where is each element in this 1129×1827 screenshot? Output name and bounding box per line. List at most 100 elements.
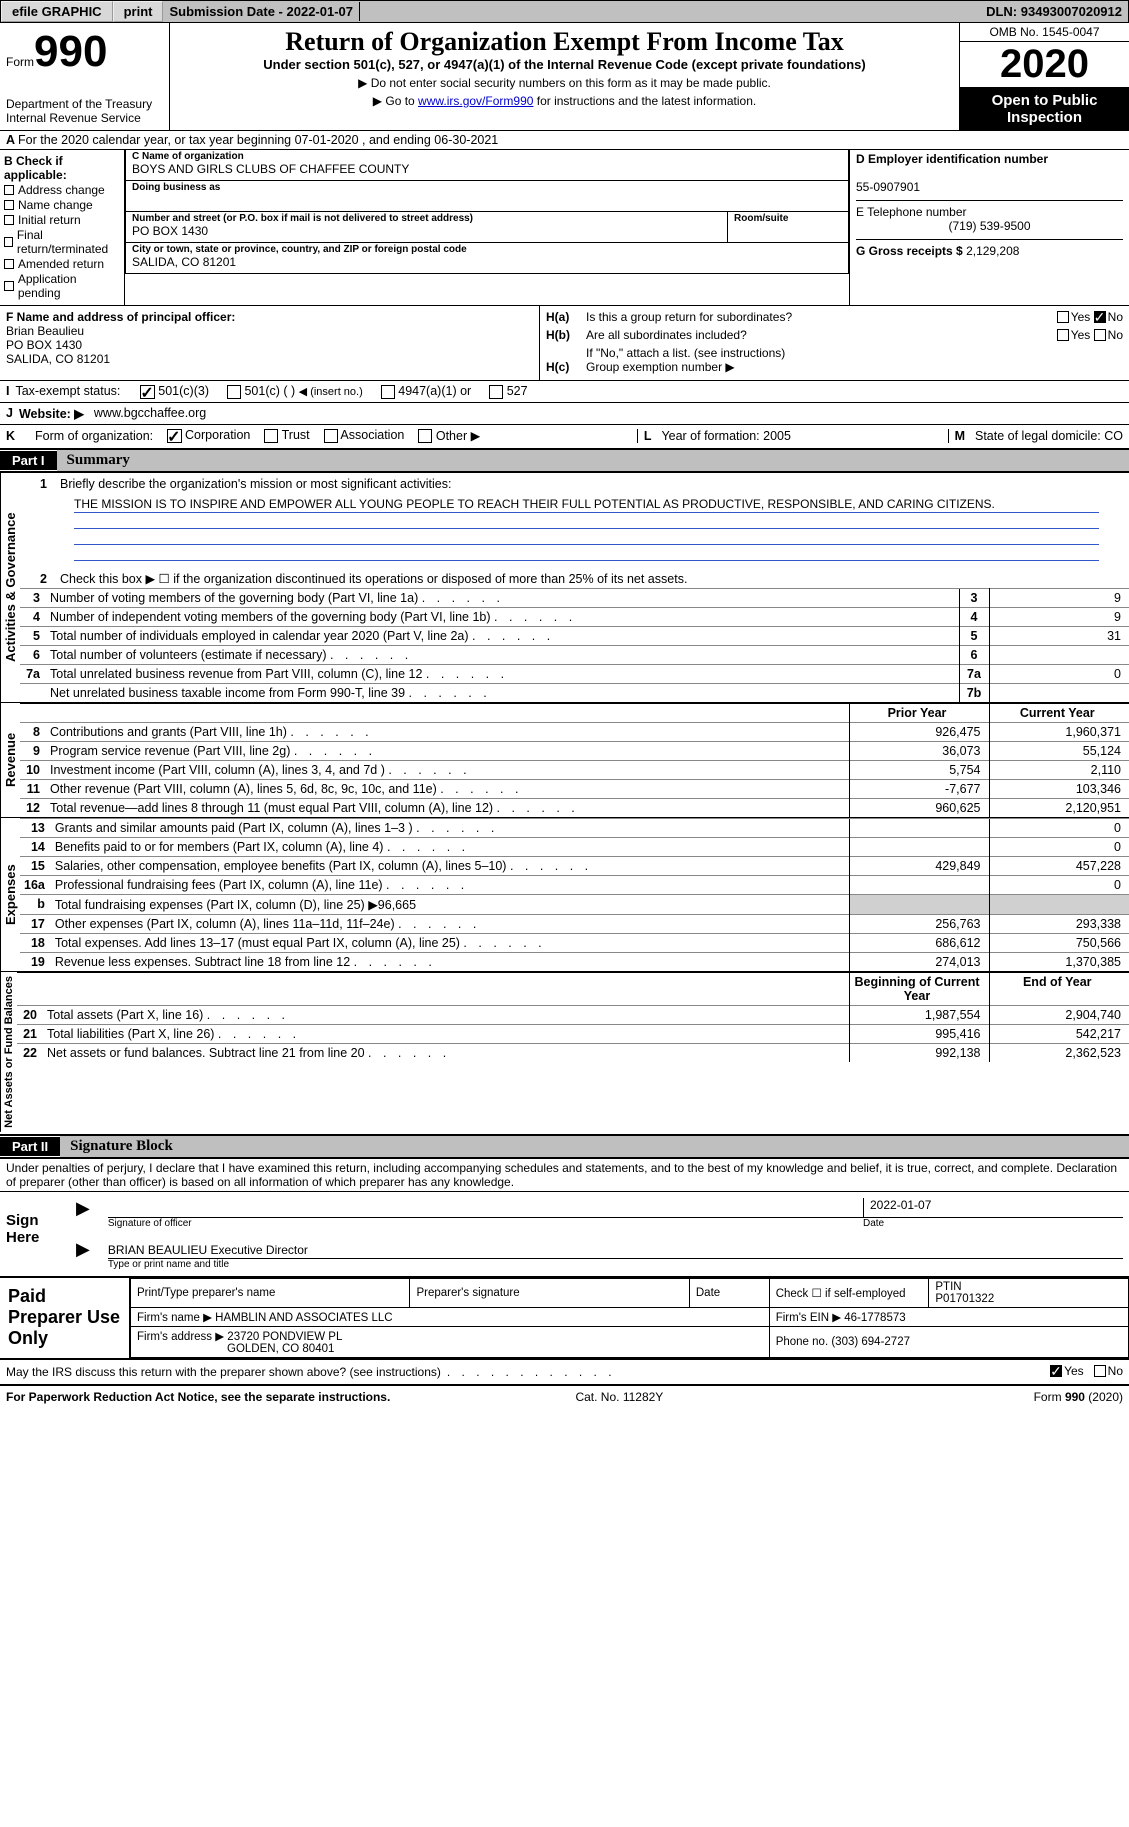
chk-name-change[interactable]: Name change [4, 198, 120, 212]
line-l-label: L [644, 429, 652, 443]
website-value: www.bgcchaffee.org [94, 406, 206, 420]
firm-label: Firm's name ▶ [137, 1312, 212, 1324]
ha-no[interactable]: No [1094, 310, 1123, 324]
line-num: 21 [17, 1025, 43, 1044]
line-1: 1Briefly describe the organization's mis… [20, 473, 1129, 493]
prior-year-val: 5,754 [849, 761, 989, 780]
hc-question: Group exemption number ▶ [586, 360, 1123, 374]
top-bar: efile GRAPHIC print Submission Date - 20… [0, 0, 1129, 23]
line-text: Total number of volunteers (estimate if … [46, 646, 959, 665]
prep-selfemp[interactable]: Check ☐ if self-employed [769, 1279, 929, 1308]
org-name: BOYS AND GIRLS CLUBS OF CHAFFEE COUNTY [126, 162, 848, 180]
opt-501c3[interactable]: 501(c)(3) [140, 384, 209, 399]
line-num: 5 [20, 627, 46, 646]
hb-no[interactable]: No [1094, 328, 1123, 342]
line-num: 11 [20, 780, 46, 799]
chk-amended-return[interactable]: Amended return [4, 257, 120, 271]
preparer-table: Print/Type preparer's name Preparer's si… [130, 1278, 1129, 1358]
line-num: 7a [20, 665, 46, 684]
opt-corp[interactable]: Corporation [167, 428, 250, 443]
hb-note: If "No," attach a list. (see instruction… [586, 346, 1123, 360]
current-year-val: 1,370,385 [989, 953, 1129, 972]
chk-application-pending[interactable]: Application pending [4, 272, 120, 300]
chk-final-return[interactable]: Final return/terminated [4, 228, 120, 256]
opt-assoc[interactable]: Association [324, 428, 405, 443]
discuss-no[interactable]: No [1094, 1364, 1123, 1378]
chk-initial-return[interactable]: Initial return [4, 213, 120, 227]
part-1-title: Summary [57, 450, 1129, 471]
prior-year-val: 274,013 [849, 953, 989, 972]
line-text: Other revenue (Part VIII, column (A), li… [46, 780, 849, 799]
line-text: Total expenses. Add lines 13–17 (must eq… [51, 934, 849, 953]
opt-4947[interactable]: 4947(a)(1) or [381, 384, 471, 399]
opt-527[interactable]: 527 [489, 384, 527, 399]
mission-blank-2 [74, 529, 1099, 545]
current-year-val: 55,124 [989, 742, 1129, 761]
tax-period-line: A For the 2020 calendar year, or tax yea… [0, 130, 1129, 150]
ha-yes[interactable]: Yes [1057, 310, 1091, 324]
firm-phone-label: Phone no. [776, 1336, 828, 1348]
line-text: Net unrelated business taxable income fr… [46, 684, 959, 703]
line-key: 3 [959, 589, 989, 608]
discuss-yes[interactable]: Yes [1050, 1364, 1084, 1378]
line-text: Number of independent voting members of … [46, 608, 959, 627]
line-key: 6 [959, 646, 989, 665]
line-text: Benefits paid to or for members (Part IX… [51, 838, 849, 857]
opt-501c[interactable]: 501(c) ( ) ◀ (insert no.) [227, 384, 363, 399]
gross-label: G Gross receipts $ [856, 244, 963, 258]
form-subtitle: Under section 501(c), 527, or 4947(a)(1)… [180, 57, 949, 72]
mission-blank-3 [74, 545, 1099, 561]
current-year-val: 457,228 [989, 857, 1129, 876]
line-text: Total liabilities (Part X, line 26) . . … [43, 1025, 849, 1044]
ptin-value: P01701322 [935, 1293, 994, 1305]
dept-irs: Internal Revenue Service [6, 111, 163, 125]
grey-cell [989, 895, 1129, 915]
firm-phone: (303) 694-2727 [831, 1336, 910, 1348]
efile-button[interactable]: efile GRAPHIC [1, 1, 113, 22]
website-label: Website: ▶ [19, 406, 84, 421]
firm-addr-label: Firm's address ▶ [137, 1331, 224, 1343]
governance-table: 3 Number of voting members of the govern… [20, 588, 1129, 702]
discuss-question: May the IRS discuss this return with the… [6, 1365, 441, 1379]
line-i-label: I [6, 384, 9, 398]
pra-notice: For Paperwork Reduction Act Notice, see … [6, 1390, 390, 1404]
hb-yes[interactable]: Yes [1057, 328, 1091, 342]
print-button[interactable]: print [113, 1, 164, 22]
prior-year-val: 926,475 [849, 723, 989, 742]
chk-address-change[interactable]: Address change [4, 183, 120, 197]
hc-label: H(c) [546, 360, 586, 374]
line-num: b [20, 895, 51, 915]
vlabel-expenses: Expenses [0, 818, 20, 971]
opt-trust[interactable]: Trust [264, 428, 309, 443]
opt-other[interactable]: Other ▶ [418, 428, 480, 444]
line-key: 7a [959, 665, 989, 684]
line-num: 17 [20, 915, 51, 934]
officer-name-line: BRIAN BEAULIEU Executive Director [108, 1239, 1123, 1259]
part-2-title: Signature Block [60, 1136, 1129, 1157]
dba-label: Doing business as [126, 181, 848, 193]
line-value [989, 684, 1129, 703]
line-num: 13 [20, 819, 51, 838]
room-label: Room/suite [728, 212, 848, 224]
sign-date-value: 2022-01-07 [863, 1198, 1123, 1217]
revenue-table: Prior YearCurrent Year8 Contributions an… [20, 703, 1129, 817]
dln: DLN: 93493007020912 [980, 2, 1128, 21]
beginning-val: 1,987,554 [849, 1006, 989, 1025]
form-number: 990 [34, 27, 107, 77]
form990-link[interactable]: www.irs.gov/Form990 [418, 94, 533, 108]
prior-year-val: -7,677 [849, 780, 989, 799]
prior-year-val [849, 838, 989, 857]
line-text: Contributions and grants (Part VIII, lin… [46, 723, 849, 742]
line-text: Total unrelated business revenue from Pa… [46, 665, 959, 684]
officer-signature-line[interactable]: 2022-01-07 [108, 1198, 1123, 1218]
hb-label: H(b) [546, 328, 586, 344]
line-text: Other expenses (Part IX, column (A), lin… [51, 915, 849, 934]
name-arrow-icon: ▶ [76, 1239, 90, 1270]
firm-name: HAMBLIN AND ASSOCIATES LLC [215, 1312, 392, 1324]
mission-text: THE MISSION IS TO INSPIRE AND EMPOWER AL… [74, 497, 1099, 513]
part-1-header: Part I Summary [0, 448, 1129, 473]
current-year-val: 750,566 [989, 934, 1129, 953]
current-year-val: 2,110 [989, 761, 1129, 780]
prior-year-val: 960,625 [849, 799, 989, 818]
line-m-label: M [955, 429, 965, 443]
